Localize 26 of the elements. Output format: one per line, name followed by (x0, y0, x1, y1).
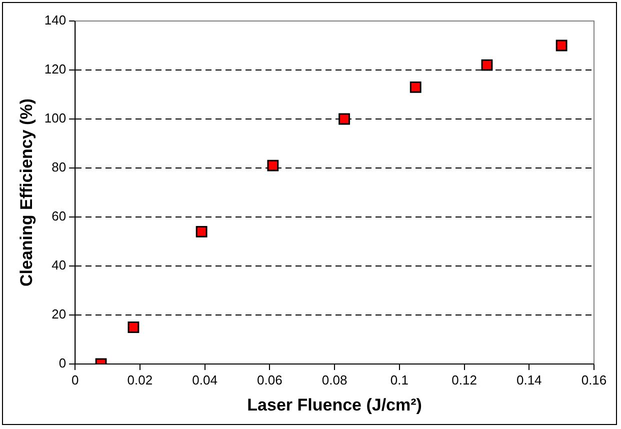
x-axis-title: Laser Fluence (J/cm²) (247, 395, 422, 414)
x-tick-label: 0.04 (192, 372, 218, 388)
x-tick-label: 0.12 (452, 372, 477, 388)
y-tick-label: 20 (52, 306, 66, 322)
point (481, 59, 493, 71)
point (196, 226, 208, 238)
y-tick-label: 0 (58, 356, 66, 371)
point (267, 160, 279, 172)
point (338, 113, 350, 125)
y-tick-label: 140 (44, 12, 66, 28)
point (410, 81, 422, 93)
x-tick-label: 0.1 (390, 372, 408, 388)
x-tick-label: 0.06 (257, 372, 282, 388)
point (128, 322, 140, 333)
y-tick-label: 40 (52, 258, 66, 273)
x-tick-label: 0.02 (127, 372, 153, 388)
x-tick-label: 0.16 (581, 372, 607, 388)
y-tick-label: 80 (52, 160, 66, 175)
y-axis-title: Cleaning Efficiency (%) (16, 98, 36, 286)
x-tick-label: 0.08 (322, 372, 348, 388)
y-tick-label: 60 (52, 208, 66, 224)
x-tick-label: 0 (71, 372, 79, 388)
x-tick-label: 0.14 (516, 372, 542, 388)
y-tick-label: 100 (44, 110, 66, 126)
y-tick-label: 120 (44, 62, 66, 77)
point (556, 40, 568, 52)
